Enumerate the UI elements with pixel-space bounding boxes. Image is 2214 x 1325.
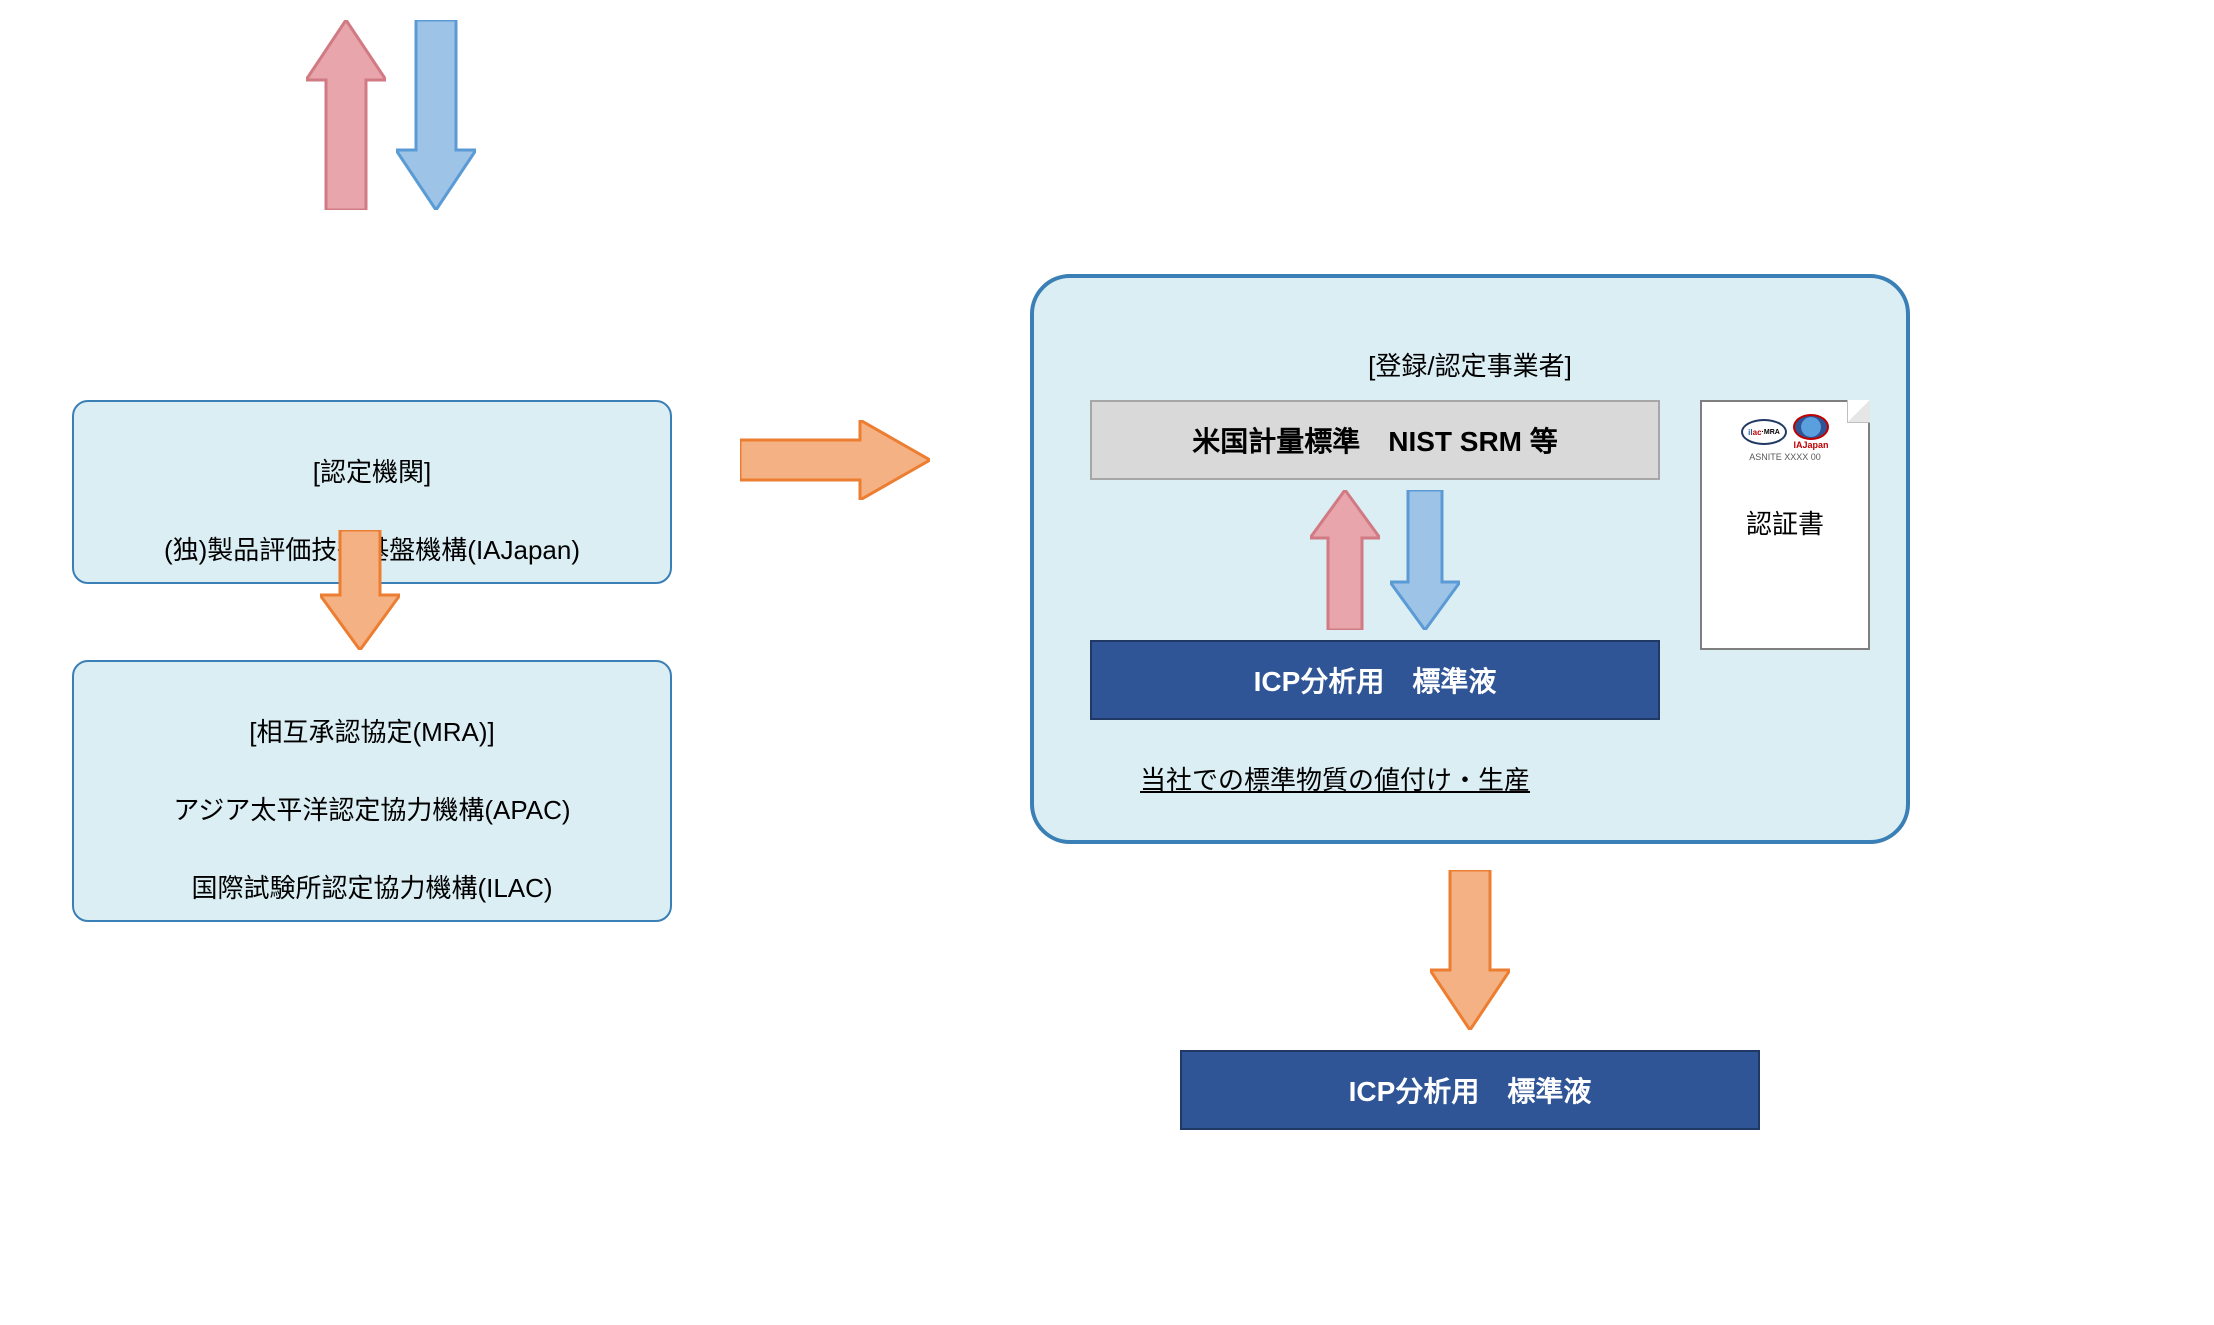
cert-logo-row: ilac·MRA IAJapan (1712, 414, 1858, 450)
flowchart-diagram: [認定機関] (独)製品評価技術基盤機構(IAJapan) [相互承認協定(MR… (0, 0, 2214, 1325)
arrow-inner-up-icon (1310, 490, 1380, 630)
node-icp-output: ICP分析用 標準液 (1180, 1050, 1760, 1130)
arrow-top-down-icon (396, 20, 476, 210)
iajapan-logo-icon: IAJapan (1793, 414, 1829, 450)
arrow-down-icon (320, 530, 400, 650)
certificate-doc: ilac·MRA IAJapan ASNITE XXXX 00 認証書 (1700, 400, 1870, 650)
arrow-top-up-icon (306, 20, 386, 210)
arrow-inner-down-icon (1390, 490, 1460, 630)
node-mra: [相互承認協定(MRA)] アジア太平洋認定協力機構(APAC) 国際試験所認定… (72, 660, 672, 922)
node-label: 米国計量標準 NIST SRM 等 (1192, 426, 1558, 457)
ilac-mra-logo-icon: ilac·MRA (1741, 419, 1787, 445)
arrow-right-icon (740, 420, 930, 500)
node-icp-inner: ICP分析用 標準液 (1090, 640, 1660, 720)
arrow-output-down-icon (1430, 870, 1510, 1030)
cert-title: 認証書 (1712, 504, 1858, 541)
note-text: 当社での標準物質の値付け・生産 (1140, 765, 1530, 795)
node-label: ICP分析用 標準液 (1254, 666, 1497, 697)
node-label: [相互承認協定(MRA)] アジア太平洋認定協力機構(APAC) 国際試験所認定… (94, 674, 650, 908)
node-inhouse-note: 当社での標準物質の値付け・生産 (1140, 760, 1530, 797)
node-nist-srm: 米国計量標準 NIST SRM 等 (1090, 400, 1660, 480)
cert-code: ASNITE XXXX 00 (1712, 452, 1858, 462)
node-label: ICP分析用 標準液 (1349, 1076, 1592, 1107)
